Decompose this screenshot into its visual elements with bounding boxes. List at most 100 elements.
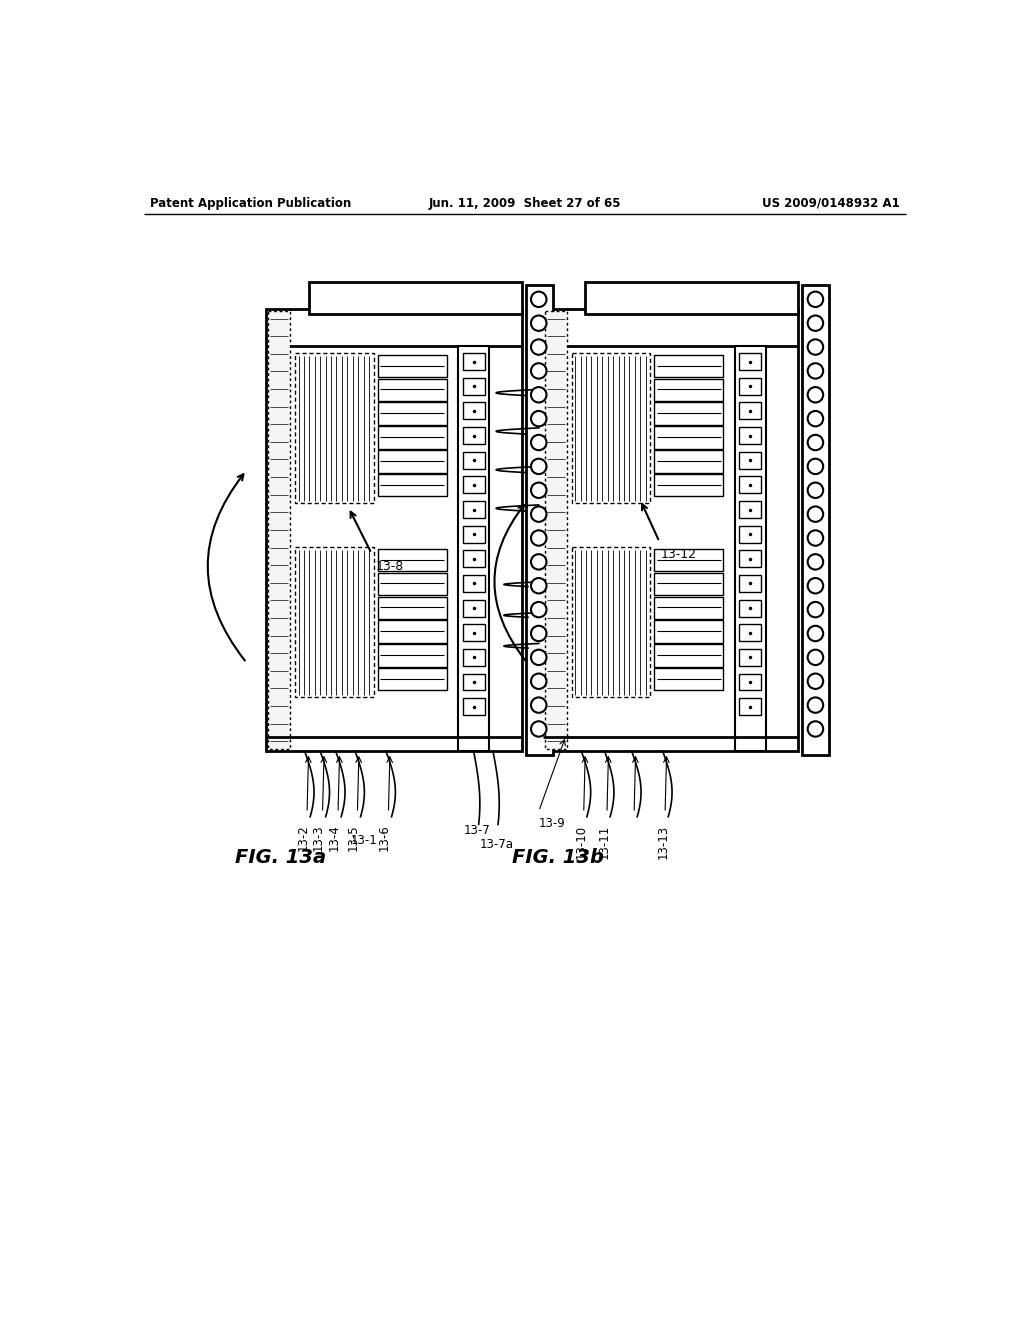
Bar	[739, 576, 761, 591]
Bar	[739, 698, 761, 715]
Bar	[654, 573, 723, 595]
Bar	[739, 378, 761, 395]
Text: 13-1: 13-1	[350, 834, 377, 847]
Circle shape	[808, 459, 823, 474]
Circle shape	[531, 554, 547, 570]
Bar	[586, 281, 799, 314]
Bar	[268, 312, 290, 748]
Text: 13-7a: 13-7a	[480, 837, 514, 850]
Circle shape	[808, 721, 823, 737]
Circle shape	[808, 434, 823, 450]
Bar	[378, 573, 446, 595]
Circle shape	[808, 315, 823, 331]
Bar	[463, 698, 484, 715]
Bar	[378, 426, 446, 449]
Bar	[572, 548, 650, 697]
Bar	[739, 599, 761, 616]
Bar	[802, 285, 829, 755]
Circle shape	[531, 459, 547, 474]
Circle shape	[531, 531, 547, 545]
Text: 13-5: 13-5	[347, 825, 360, 851]
Circle shape	[531, 292, 547, 308]
Circle shape	[531, 339, 547, 355]
Text: 13-9: 13-9	[539, 817, 565, 830]
Circle shape	[808, 673, 823, 689]
Text: US 2009/0148932 A1: US 2009/0148932 A1	[762, 197, 900, 210]
Bar	[739, 673, 761, 690]
Circle shape	[531, 673, 547, 689]
Bar	[572, 354, 650, 503]
Bar	[739, 624, 761, 642]
Text: 13-10: 13-10	[574, 825, 588, 858]
Text: Patent Application Publication: Patent Application Publication	[150, 197, 351, 210]
Bar	[463, 428, 484, 444]
Bar	[463, 649, 484, 665]
Bar	[463, 378, 484, 395]
Bar	[545, 312, 566, 748]
Bar	[463, 502, 484, 517]
Bar	[739, 403, 761, 420]
Circle shape	[531, 626, 547, 642]
Bar	[463, 477, 484, 494]
Bar	[463, 673, 484, 690]
Circle shape	[808, 602, 823, 618]
Circle shape	[808, 626, 823, 642]
Text: 13-13: 13-13	[656, 825, 670, 858]
Text: FIG. 13b: FIG. 13b	[512, 847, 603, 866]
Circle shape	[531, 434, 547, 450]
Bar	[654, 379, 723, 401]
Bar	[378, 620, 446, 643]
Circle shape	[808, 387, 823, 403]
Bar	[308, 281, 521, 314]
Bar	[739, 525, 761, 543]
Bar	[739, 451, 761, 469]
Circle shape	[808, 554, 823, 570]
Circle shape	[531, 602, 547, 618]
Bar	[463, 599, 484, 616]
Text: 13-2: 13-2	[297, 825, 309, 851]
Bar	[739, 649, 761, 665]
Text: 13-6: 13-6	[378, 825, 391, 851]
Bar	[463, 550, 484, 568]
Text: FIG. 13a: FIG. 13a	[234, 847, 326, 866]
Bar	[463, 624, 484, 642]
Bar	[378, 668, 446, 690]
Bar	[295, 354, 374, 503]
Circle shape	[531, 721, 547, 737]
Bar	[543, 309, 799, 751]
Bar	[739, 550, 761, 568]
Bar	[654, 403, 723, 425]
Text: 13-7: 13-7	[464, 825, 490, 837]
Bar	[525, 285, 553, 755]
Circle shape	[808, 531, 823, 545]
Circle shape	[808, 507, 823, 521]
Bar	[378, 474, 446, 496]
Bar	[378, 549, 446, 572]
Text: 13-3: 13-3	[312, 825, 326, 851]
Bar	[378, 379, 446, 401]
Circle shape	[531, 507, 547, 521]
Circle shape	[531, 697, 547, 713]
Bar	[654, 426, 723, 449]
Circle shape	[808, 649, 823, 665]
Circle shape	[808, 292, 823, 308]
Bar	[266, 309, 521, 751]
Circle shape	[808, 578, 823, 594]
Circle shape	[531, 649, 547, 665]
Circle shape	[531, 387, 547, 403]
Bar	[378, 355, 446, 378]
Bar	[739, 428, 761, 444]
Bar	[458, 346, 489, 751]
Circle shape	[531, 483, 547, 498]
Bar	[378, 450, 446, 473]
Bar	[654, 549, 723, 572]
Circle shape	[808, 411, 823, 426]
Bar	[463, 354, 484, 370]
Bar	[654, 620, 723, 643]
Bar	[739, 354, 761, 370]
Text: 13-8: 13-8	[376, 560, 403, 573]
Bar	[378, 403, 446, 425]
Circle shape	[808, 339, 823, 355]
Circle shape	[531, 363, 547, 379]
Circle shape	[531, 315, 547, 331]
